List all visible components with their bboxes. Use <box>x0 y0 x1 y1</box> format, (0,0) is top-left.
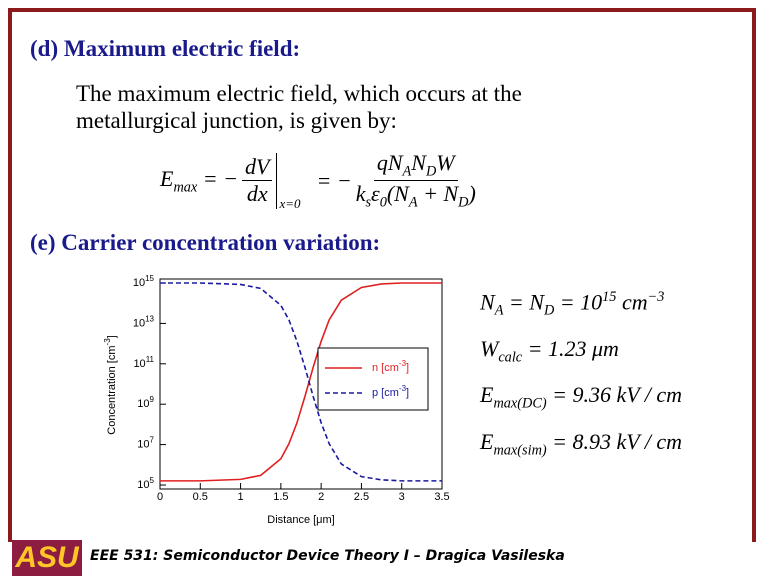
result-line: NA = ND = 1015 cm−3 <box>480 289 665 319</box>
y-tick-label: 1015 <box>133 274 155 289</box>
y-tick-label: 1011 <box>133 355 154 370</box>
x-tick-label: 1 <box>238 491 244 503</box>
x-tick-label: 0.5 <box>193 491 208 503</box>
x-tick-label: 2 <box>318 491 324 503</box>
y-tick-label: 105 <box>137 476 154 491</box>
x-tick-label: 1.5 <box>273 491 288 503</box>
x-tick-label: 3 <box>399 491 405 503</box>
equation: Emax = − dV dx x=0 = − qNANDW ksε0(NA + ND… <box>160 150 480 212</box>
heading: (e) Carrier concentration variation: <box>30 230 381 255</box>
y-tick-label: 109 <box>137 395 154 410</box>
logo: ASU <box>12 540 82 576</box>
paragraph: The maximum electric field, which occurs… <box>76 81 522 133</box>
y-tick-label: 1013 <box>133 315 155 330</box>
fraction: dV dx <box>241 154 273 207</box>
x-tick-label: 2.5 <box>354 491 369 503</box>
eq-part: ksε0(NA + ND) <box>355 181 476 211</box>
legend-box <box>317 347 429 411</box>
plot-frame <box>159 278 443 490</box>
slide-frame <box>8 8 756 542</box>
footer-text: EEE 531: Semiconductor Device Theory I –… <box>90 548 565 564</box>
eq-part: dx <box>246 181 268 207</box>
x-tick-label: 0 <box>157 491 163 503</box>
result-line: Emax(DC) = 9.36 kV / cm <box>480 382 683 412</box>
eq-part: = − <box>316 167 352 193</box>
eq-part: Emax = − <box>160 165 238 196</box>
y-tick-label: 107 <box>137 436 154 451</box>
legend-label: n [cm-3] <box>372 359 409 374</box>
x-axis-label: Distance [μm] <box>267 514 334 526</box>
fraction: qNANDW ksε0(NA + ND) <box>356 150 476 212</box>
result-line: Emax(sim) = 8.93 kV / cm <box>480 428 683 458</box>
series-line <box>160 282 442 482</box>
eq-part: qNANDW <box>373 150 458 182</box>
eq-part: x=0 <box>279 195 301 211</box>
heading: (d) Maximum electric field: <box>30 36 301 61</box>
result-line: Wcalc = 1.23 μm <box>480 335 619 366</box>
x-tick-label: 3.5 <box>434 491 449 503</box>
results: NA = ND = 1015 cm−3 Wcalc = 1.23 μm Emax(D… <box>480 278 682 469</box>
eq-part: dV <box>241 154 273 182</box>
legend-label: p [cm-3] <box>372 384 409 399</box>
y-axis-label: Concentration [cm-3] <box>103 335 118 434</box>
